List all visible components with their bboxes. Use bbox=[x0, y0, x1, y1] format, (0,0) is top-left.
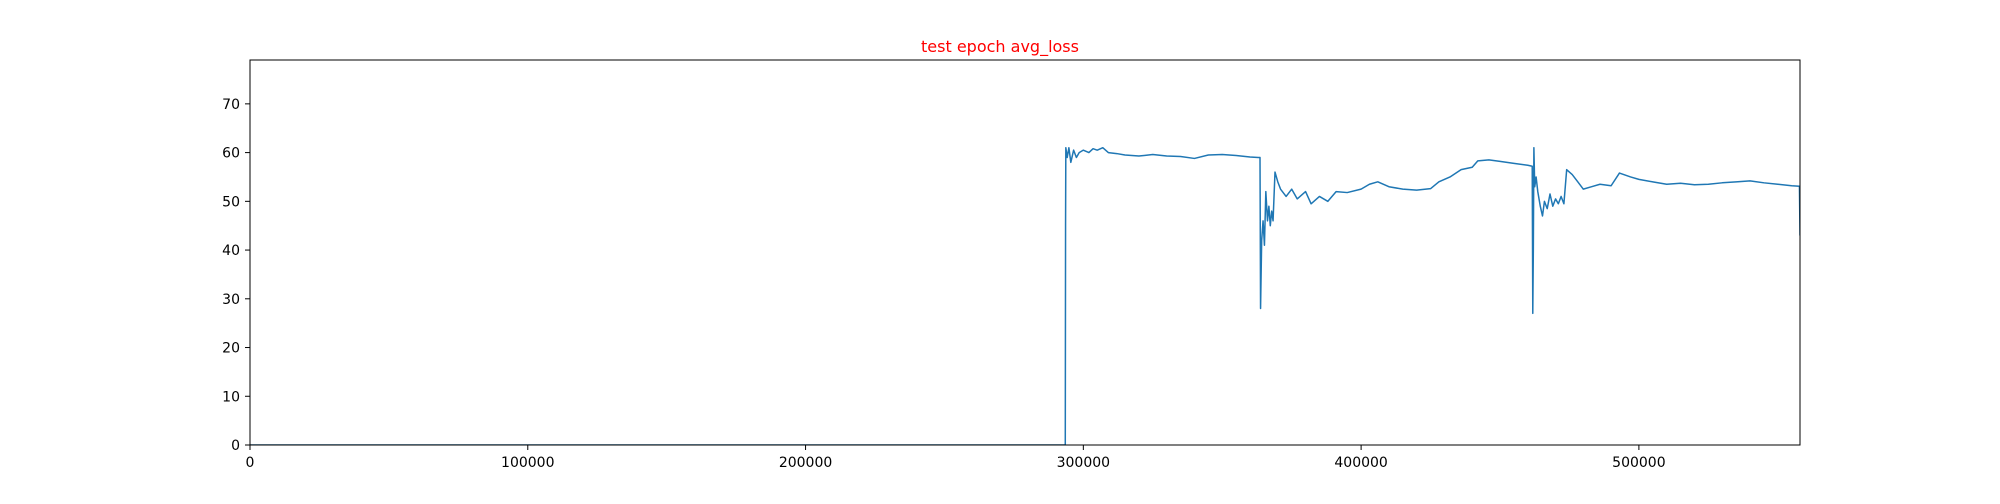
y-tick-label: 40 bbox=[222, 243, 240, 259]
x-tick-label: 200000 bbox=[779, 455, 832, 471]
y-tick-label: 20 bbox=[222, 341, 240, 357]
plot-layer bbox=[250, 146, 1800, 445]
y-tick-label: 60 bbox=[222, 146, 240, 162]
y-tick-label: 10 bbox=[222, 389, 240, 405]
y-tick-label: 0 bbox=[231, 438, 240, 454]
y-tick-label: 30 bbox=[222, 292, 240, 308]
series-line-0 bbox=[250, 146, 1800, 445]
x-tick-label: 400000 bbox=[1334, 455, 1387, 471]
x-tick-label: 100000 bbox=[501, 455, 554, 471]
y-tick-label: 70 bbox=[222, 97, 240, 113]
axes-layer: 0 100000 200000 300000 400000 500000 0 10 20 30 40… bbox=[222, 59, 1801, 471]
chart-title: test epoch avg_loss bbox=[921, 37, 1079, 57]
plot-frame bbox=[249, 59, 1801, 446]
y-tick-label: 50 bbox=[222, 194, 240, 210]
x-tick-label: 500000 bbox=[1612, 455, 1665, 471]
x-tick-label: 0 bbox=[246, 455, 255, 471]
x-tick-label: 300000 bbox=[1057, 455, 1110, 471]
